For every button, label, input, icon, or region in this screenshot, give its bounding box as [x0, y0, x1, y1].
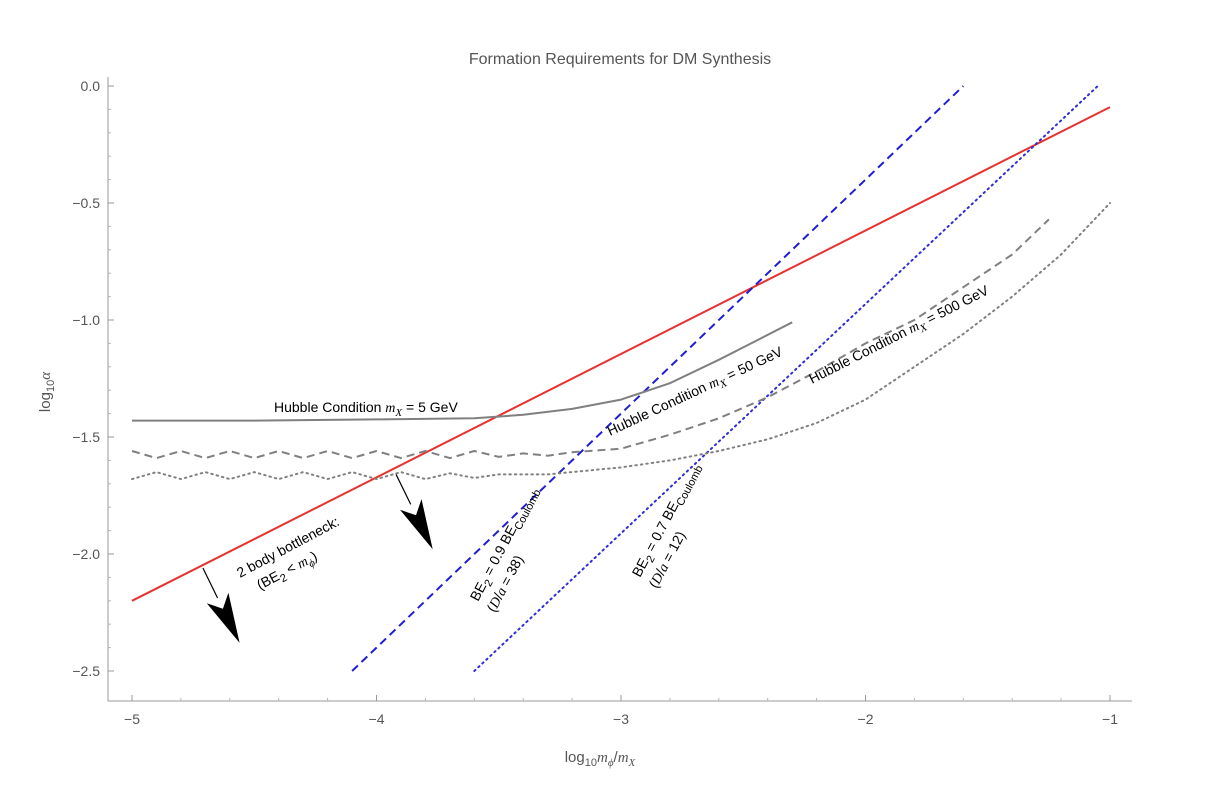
y-tick-label: −2.0	[72, 546, 100, 562]
y-ticks: 0.0 −0.5 −1.0 −1.5 −2.0 −2.5	[72, 78, 114, 679]
annotation-bottleneck: 2 body bottleneck: (BE2 < mϕ)	[234, 513, 342, 593]
arrow-shaft	[202, 567, 219, 599]
series-layer	[131, 85, 1111, 672]
x-tick-label: −4	[369, 711, 385, 727]
y-axis-label: log10α	[37, 371, 57, 412]
y-tick-label: −1.0	[72, 312, 100, 328]
x-tick-label: −3	[613, 711, 629, 727]
red-bottleneck-line	[131, 106, 1111, 602]
x-tick-label: −1	[1102, 711, 1118, 727]
axes-frame	[107, 77, 1132, 702]
annotation-be-07: BE2 = 0.7 BECoulomb (D/a = 12)	[629, 464, 706, 591]
y-tick-label: 0.0	[81, 78, 101, 94]
gray-solid-hubble-5gev-curve	[132, 321, 793, 422]
x-tick-label: −5	[124, 711, 140, 727]
blue-dashed-be09-line	[351, 85, 964, 672]
arrow-head	[400, 499, 433, 550]
blue-dotted-be07-line	[473, 85, 1099, 672]
y-tick-label: −2.5	[72, 663, 100, 679]
y-tick-label: −1.5	[72, 429, 100, 445]
arrows-layer	[202, 474, 433, 643]
x-axis-label: log10mϕ/mX	[565, 749, 637, 769]
gray-dashed-hubble-50gev-curve	[131, 218, 1050, 460]
arrow-shaft	[395, 474, 412, 505]
annotation-hubble-5gev: Hubble Condition mX = 5 GeV	[274, 399, 458, 419]
arrow-head	[206, 592, 240, 643]
x-ticks: −5 −4 −3 −2 −1	[124, 695, 1118, 727]
gray-dotted-hubble-500gev-curve	[131, 202, 1111, 481]
y-tick-label: −0.5	[72, 195, 100, 211]
x-tick-label: −2	[858, 711, 874, 727]
chart-title: Formation Requirements for DM Synthesis	[469, 51, 771, 68]
annotation-hubble-50gev: Hubble Condition mX = 50 GeV	[605, 343, 788, 442]
annotation-hubble-500gev: Hubble Condition mX = 500 GeV	[806, 282, 993, 391]
